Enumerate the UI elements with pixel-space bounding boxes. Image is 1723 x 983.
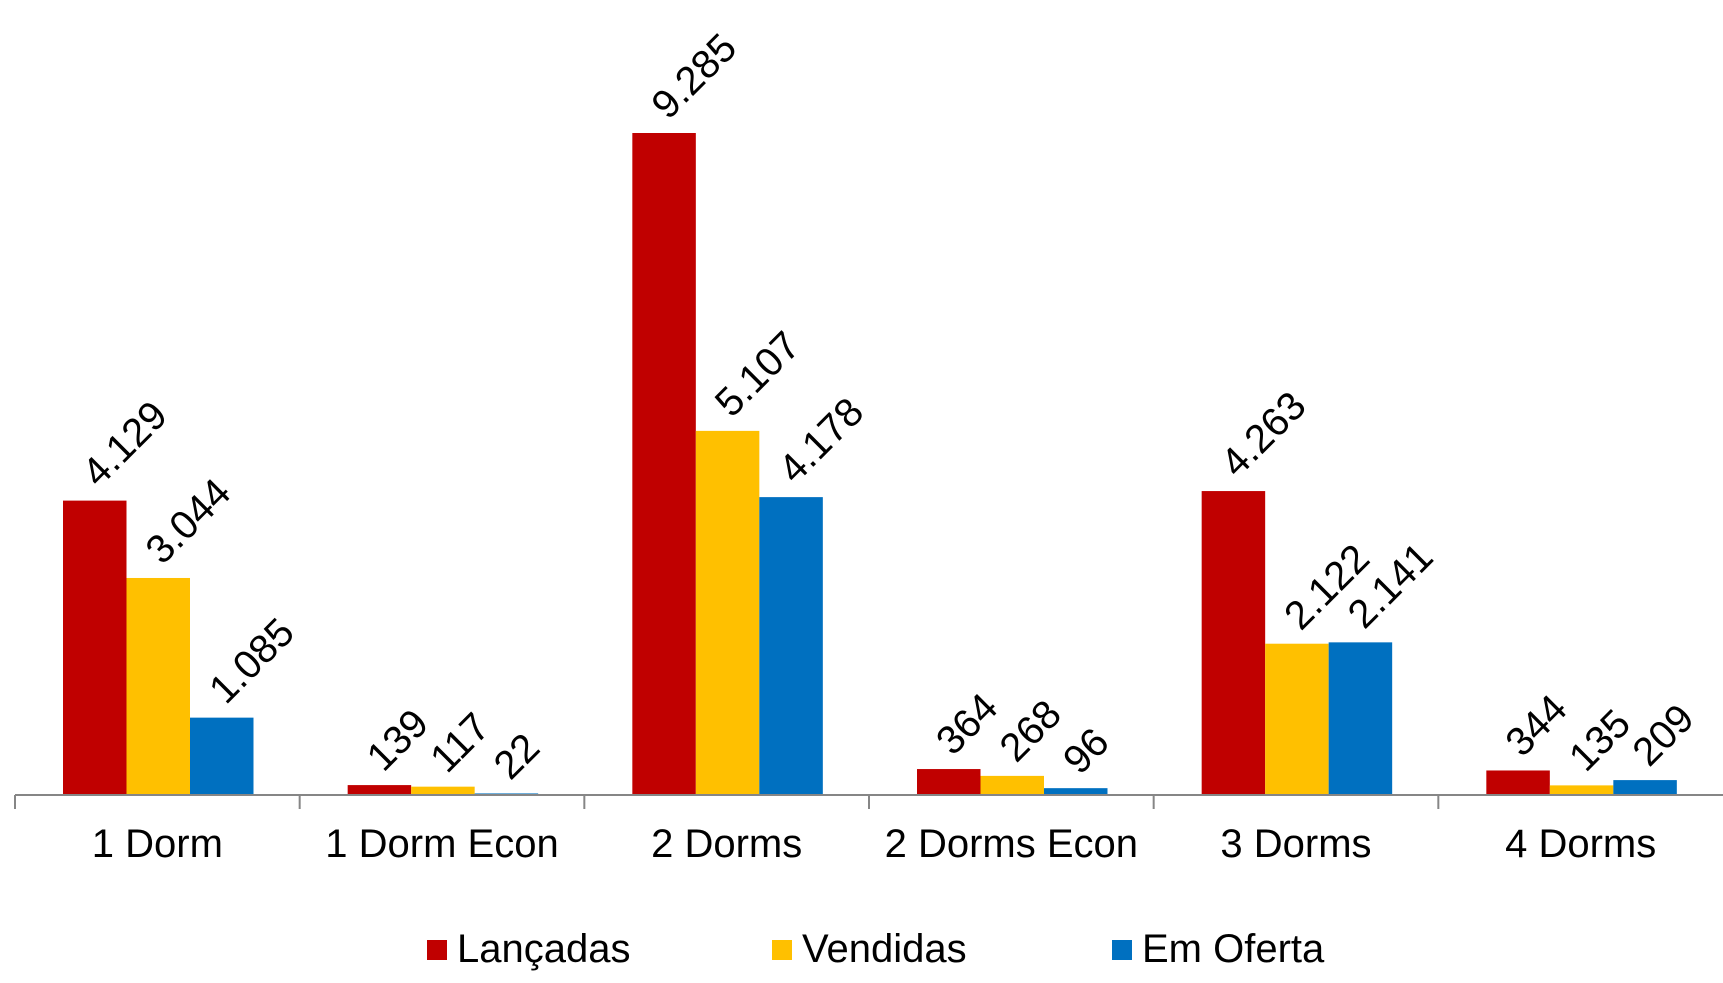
bar-em-oferta-2-dorms-econ <box>1044 788 1108 795</box>
data-label-vendidas-1-dorm: 3.044 <box>138 470 240 572</box>
data-label-vendidas-1-dorm-econ: 117 <box>422 705 498 781</box>
bar-em-oferta-4-dorms <box>1613 780 1677 795</box>
data-label-vendidas-2-dorms: 5.107 <box>707 323 809 425</box>
legend-swatch-em-oferta <box>1112 940 1132 960</box>
bar-lancadas-1-dorm-econ <box>347 785 412 795</box>
data-label-em-oferta-2-dorms: 4.178 <box>770 390 872 492</box>
data-label-lancadas-4-dorms: 344 <box>1497 687 1575 765</box>
bar-vendidas-3-dorms <box>1265 643 1329 795</box>
legend-label-vendidas: Vendidas <box>802 927 967 971</box>
bar-em-oferta-1-dorm <box>190 717 254 795</box>
data-label-lancadas-1-dorm: 4.129 <box>74 393 176 495</box>
x-tick-label-2-dorms-econ: 2 Dorms Econ <box>885 822 1138 866</box>
data-label-vendidas-2-dorms-econ: 268 <box>992 692 1070 770</box>
bar-vendidas-1-dorm <box>126 577 190 795</box>
x-tick-label-2-dorms: 2 Dorms <box>651 822 802 866</box>
x-tick-label-1-dorm: 1 Dorm <box>92 822 223 866</box>
data-label-em-oferta-1-dorm: 1.085 <box>201 610 303 712</box>
data-label-lancadas-2-dorms-econ: 364 <box>928 685 1006 763</box>
bar-vendidas-4-dorms <box>1549 785 1614 795</box>
data-labels: 4.1293.0441.085139117229.2855.1074.17836… <box>74 25 1703 787</box>
x-tick-label-3-dorms: 3 Dorms <box>1220 822 1371 866</box>
bar-em-oferta-3-dorms <box>1328 642 1393 795</box>
bar-vendidas-2-dorms-econ <box>980 775 1044 795</box>
data-label-lancadas-3-dorms: 4.263 <box>1213 384 1315 486</box>
bar-em-oferta-2-dorms <box>759 497 823 795</box>
x-tick-label-4-dorms: 4 Dorms <box>1505 822 1656 866</box>
legend-swatch-lancadas <box>427 940 447 960</box>
legend: Lançadas Vendidas Em Oferta <box>427 927 1325 971</box>
bar-lancadas-1-dorm <box>63 500 127 795</box>
data-label-em-oferta-4-dorms: 209 <box>1624 696 1702 774</box>
x-axis: 1 Dorm 1 Dorm Econ 2 Dorms 2 Dorms Econ 3 Do… <box>14 794 1723 866</box>
legend-label-lancadas: Lançadas <box>457 927 630 971</box>
bar-lancadas-4-dorms <box>1486 770 1550 795</box>
x-tick-label-1-dorm-econ: 1 Dorm Econ <box>325 822 558 866</box>
bar-lancadas-3-dorms <box>1201 491 1266 795</box>
legend-label-em-oferta: Em Oferta <box>1142 927 1325 971</box>
data-label-lancadas-1-dorm-econ: 139 <box>359 701 437 779</box>
bar-vendidas-2-dorms <box>695 430 760 795</box>
bars-layer <box>63 133 1677 795</box>
bar-lancadas-2-dorms-econ <box>917 769 981 795</box>
data-label-em-oferta-2-dorms-econ: 96 <box>1055 720 1118 783</box>
bar-lancadas-2-dorms <box>632 133 696 795</box>
data-label-lancadas-2-dorms: 9.285 <box>643 25 745 127</box>
legend-swatch-vendidas <box>772 940 792 960</box>
bar-vendidas-1-dorm-econ <box>411 786 475 795</box>
